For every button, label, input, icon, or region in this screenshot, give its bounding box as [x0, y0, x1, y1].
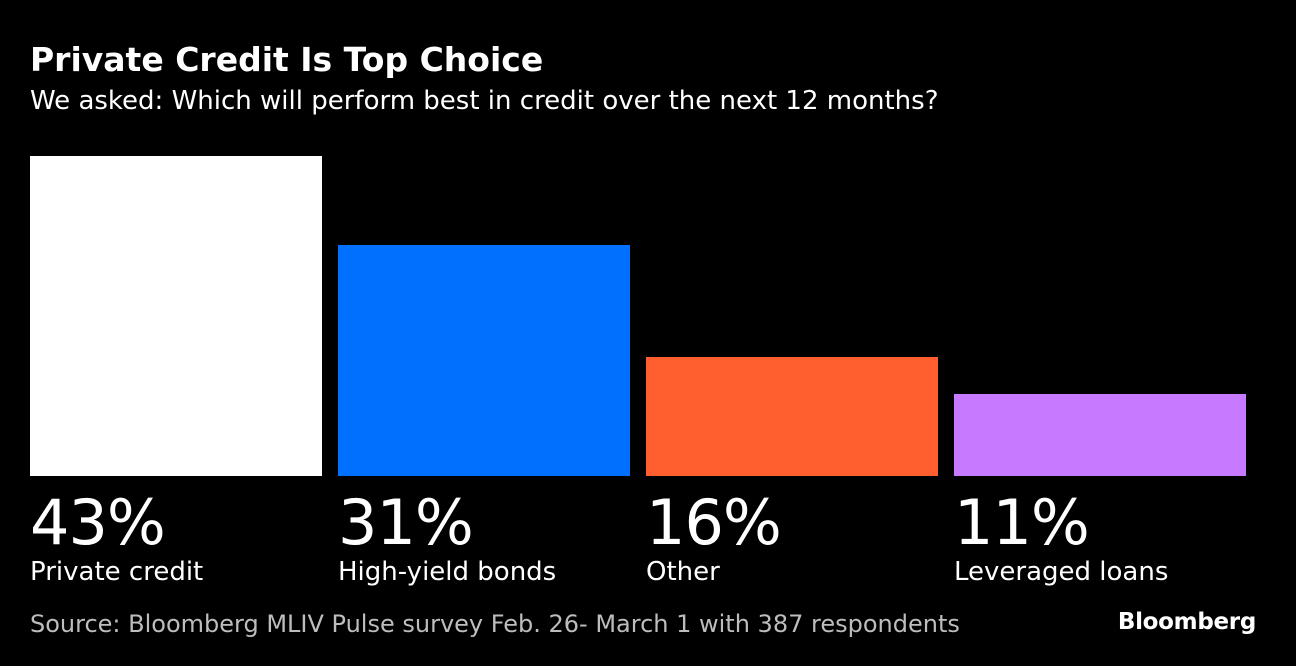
- value-label: 11%: [954, 486, 1090, 559]
- bar-plot: [30, 156, 1246, 476]
- value-label: 43%: [30, 486, 166, 559]
- bar-label-group: 43% Private credit: [30, 492, 322, 588]
- chart-subtitle: We asked: Which will perform best in cre…: [30, 86, 939, 116]
- bar-high-yield-bonds: [338, 245, 630, 476]
- bar-leveraged-loans: [954, 394, 1246, 476]
- chart-title: Private Credit Is Top Choice: [30, 40, 544, 79]
- value-label: 16%: [646, 486, 782, 559]
- category-label: High-yield bonds: [338, 557, 557, 587]
- bloomberg-logo: Bloomberg: [1117, 609, 1256, 635]
- bar-private-credit: [30, 156, 322, 476]
- bar-label-group: 31% High-yield bonds: [338, 492, 630, 588]
- category-label: Other: [646, 557, 720, 587]
- source-note: Source: Bloomberg MLIV Pulse survey Feb.…: [30, 610, 960, 638]
- bar-label-group: 16% Other: [646, 492, 938, 588]
- category-label: Private credit: [30, 557, 204, 587]
- value-label: 31%: [338, 486, 474, 559]
- category-label: Leveraged loans: [954, 557, 1169, 587]
- bar-label-group: 11% Leveraged loans: [954, 492, 1246, 588]
- bar-other: [646, 357, 938, 476]
